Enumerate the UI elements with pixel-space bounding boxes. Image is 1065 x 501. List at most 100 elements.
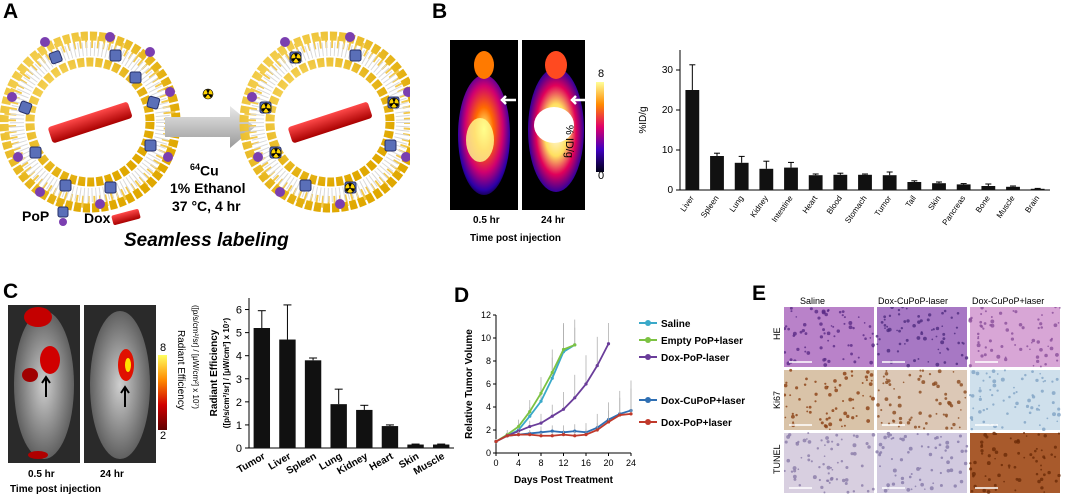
legend-label: Dox-PoP-laser [661,353,729,364]
nucleus [1057,407,1061,411]
nucleus [1015,477,1019,481]
ethanol-label: 1% Ethanol [170,180,246,196]
nucleus [939,483,943,487]
nucleus [784,351,787,354]
bar [808,175,823,190]
nucleus [805,438,808,440]
histology-col-label: Dox-CuPoP+laser [972,296,1045,306]
pet-colorbar-label: % ID/g [563,125,575,159]
nucleus [1052,412,1056,417]
x-axis-label: Days Post Treatment [514,475,614,486]
nucleus [823,491,826,494]
nucleus [1059,307,1061,309]
nucleus [986,461,991,466]
nucleus [929,486,934,491]
nuclei [969,369,1061,431]
nucleus [897,425,900,428]
nucleus [919,467,922,470]
nucleus [943,361,947,364]
nucleus [1039,477,1044,482]
x-tick-label: 12 [558,458,568,468]
nucleus [931,329,933,331]
copper-symbol: Cu [200,162,219,179]
nucleus [1013,386,1015,389]
nucleus [928,414,932,418]
nucleus [878,453,882,457]
nucleus [905,307,908,310]
nucleus [872,345,875,348]
nucleus [1035,359,1040,364]
histology-image [784,307,874,367]
histology-grid [784,307,1061,494]
histology-image [784,370,874,430]
nucleus [944,397,948,400]
data-point [561,347,566,352]
nucleus [980,307,984,310]
nucleus [848,397,853,402]
data-point [561,407,566,411]
nucleus [822,358,826,362]
nucleus [893,387,895,390]
nucleus [860,464,864,468]
nucleus [1051,401,1055,405]
nucleus [825,436,829,440]
nucleus [834,388,839,393]
nucleus [898,342,902,346]
nucleus [970,489,974,493]
nucleus [1007,464,1011,468]
nucleus [1037,318,1040,321]
nucleus [1040,486,1044,490]
x-tick-label: Liver [679,194,697,214]
nucleus [798,398,801,401]
data-point [528,410,532,414]
nucleus [942,332,946,336]
legend-marker [645,419,651,425]
nucleus [867,445,871,449]
nucleus [901,307,904,309]
nucleus [1000,344,1004,348]
nucleus [806,351,811,355]
nucleus [998,311,1003,315]
nucleus [814,392,818,396]
x-tick-label: 0 [493,458,498,468]
data-point [584,433,588,437]
panel-a-caption: Seamless labeling [124,230,289,251]
nucleus [1028,411,1032,415]
nucleus [791,412,794,416]
nucleus [892,436,895,440]
nucleus [851,398,855,401]
nucleus [1036,340,1040,344]
nucleus [809,307,813,311]
nucleus [1044,379,1047,382]
nucleus [830,466,833,469]
nucleus [847,344,850,347]
nucleus [928,452,933,457]
nucleus [1033,449,1037,453]
nucleus [886,483,890,487]
nucleus [961,341,964,344]
nucleus [798,483,802,487]
nucleus [857,356,860,359]
nuclei [968,307,1061,368]
nucleus [994,457,996,460]
nucleus [970,427,974,431]
fluorescence-colorbar-units: ([p/s/cm²/sr] / [μW/cm²] x 10⁷) [191,305,200,409]
nucleus [802,438,807,443]
nucleus [992,403,995,406]
nucleus [841,314,844,317]
nucleus [1039,347,1043,352]
nucleus [784,416,787,419]
nucleus [1016,440,1021,444]
nucleus [917,320,921,324]
nucleus [796,347,800,352]
nucleus [819,346,823,350]
nucleus [1030,406,1034,410]
nucleus [984,310,987,313]
nucleus [994,450,999,455]
data-point [550,370,554,375]
nucleus [940,340,945,345]
nucleus [868,382,873,387]
nucleus [1035,407,1039,411]
nucleus [807,440,812,444]
histology-row-label: TUNEL [772,444,782,474]
